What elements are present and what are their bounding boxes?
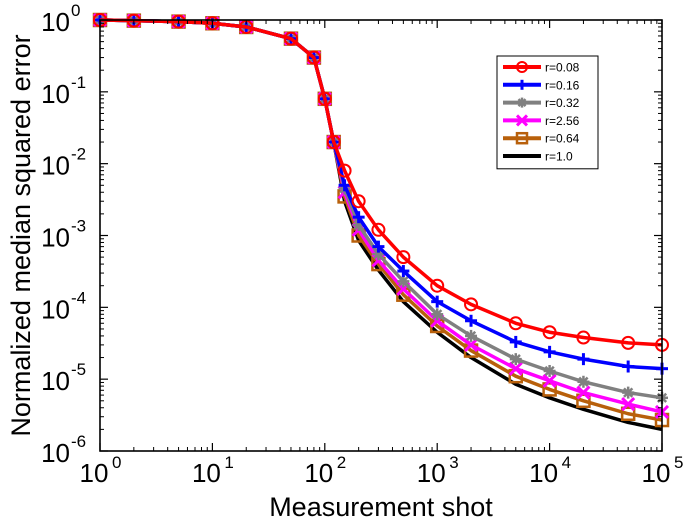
data-point — [465, 314, 478, 327]
legend: r=0.08 r=0.16 r=0.32 r=2.56 r=0.64 r=1.0 — [496, 55, 599, 170]
y-tick-exponent: -2 — [71, 145, 86, 164]
legend-item: r=0.16 — [503, 78, 580, 92]
data-point — [576, 330, 591, 345]
data-point — [508, 316, 523, 331]
legend-item: r=0.08 — [503, 61, 580, 75]
y-tick-label: 10 — [41, 223, 70, 253]
x-tick-label: 10 — [417, 458, 446, 488]
data-point — [621, 397, 636, 412]
data-point — [543, 345, 556, 358]
legend-label: r=0.64 — [545, 132, 580, 146]
data-point — [306, 50, 321, 65]
series-layer — [92, 12, 670, 432]
y-tick-label: 10 — [41, 294, 70, 324]
data-point — [397, 275, 410, 288]
data-point — [509, 335, 522, 348]
data-point — [620, 406, 636, 422]
y-tick-label: 10 — [41, 7, 70, 37]
legend-marker — [515, 114, 529, 127]
data-point — [338, 179, 351, 192]
x-axis-title: Measurement shot — [269, 492, 493, 522]
x-tick-exponent: 0 — [112, 453, 121, 472]
data-point — [352, 211, 365, 224]
legend-marker — [515, 131, 529, 145]
legend-item: r=2.56 — [503, 114, 580, 128]
y-tick-exponent: -5 — [71, 360, 86, 379]
data-point — [283, 31, 298, 46]
x-tick-label: 10 — [304, 458, 333, 488]
data-point — [576, 385, 591, 400]
y-tick-label: 10 — [41, 366, 70, 396]
data-point — [577, 375, 590, 388]
data-point — [371, 222, 386, 237]
x-tick-exponent: 3 — [449, 453, 458, 472]
data-point — [431, 295, 444, 308]
data-point — [542, 382, 557, 397]
legend-box — [496, 55, 599, 170]
x-tick-label: 10 — [80, 458, 109, 488]
x-tick-label: 10 — [642, 458, 671, 488]
x-tick-exponent: 1 — [224, 453, 233, 472]
data-point — [464, 297, 479, 312]
x-tick-label: 10 — [529, 458, 558, 488]
legend-label: r=2.56 — [545, 114, 580, 128]
legend-label: r=1.0 — [545, 150, 573, 164]
legend-item: r=1.0 — [503, 150, 573, 164]
y-tick-label: 10 — [41, 151, 70, 181]
data-point — [430, 278, 445, 293]
data-point — [431, 308, 444, 321]
data-point — [508, 361, 523, 376]
data-point — [205, 16, 220, 31]
data-point — [622, 386, 635, 399]
x-tick-label: 10 — [192, 458, 221, 488]
x-tick-exponent: 4 — [562, 453, 571, 472]
data-point — [621, 335, 636, 350]
x-tick-exponent: 2 — [337, 453, 346, 472]
data-point — [576, 393, 591, 409]
data-point — [542, 373, 557, 388]
legend-marker — [517, 97, 527, 108]
data-point — [397, 265, 410, 278]
data-point — [542, 325, 557, 340]
data-point — [326, 135, 341, 150]
data-point — [317, 91, 332, 106]
data-point — [372, 240, 385, 253]
y-tick-label: 10 — [41, 438, 70, 468]
y-tick-exponent: 0 — [71, 1, 80, 20]
data-point — [622, 360, 635, 373]
legend-marker — [517, 79, 527, 90]
y-axis-title: Normalized median squared error — [6, 34, 36, 436]
data-point — [463, 337, 479, 352]
y-tick-exponent: -6 — [71, 432, 86, 451]
y-tick-exponent: -3 — [71, 217, 86, 236]
y-tick-label: 10 — [41, 79, 70, 109]
data-point — [171, 14, 186, 29]
y-tick-exponent: -4 — [71, 288, 86, 307]
y-tick-exponent: -1 — [71, 73, 86, 92]
legend-label: r=0.16 — [545, 78, 580, 92]
legend-marker — [516, 61, 528, 73]
legend-label: r=0.08 — [545, 61, 580, 75]
data-point — [577, 353, 590, 366]
data-point — [396, 250, 411, 265]
legend-item: r=0.32 — [503, 96, 580, 110]
data-point — [543, 364, 556, 377]
data-point — [351, 194, 366, 209]
x-tick-exponent: 5 — [674, 453, 683, 472]
legend-item: r=0.64 — [503, 132, 580, 146]
data-point — [509, 353, 522, 366]
axis-ticks: 10 0 10 1 10 2 10 3 10 4 10 510 010 -110 -210 -310 -410-… — [41, 1, 683, 488]
data-point — [465, 329, 478, 342]
data-point — [337, 163, 352, 178]
legend-label: r=0.32 — [545, 96, 580, 110]
